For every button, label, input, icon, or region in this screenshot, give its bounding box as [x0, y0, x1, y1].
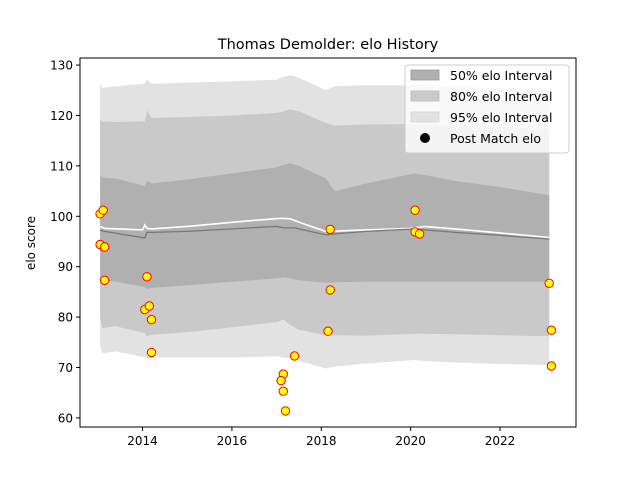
post-match-point [278, 386, 288, 396]
post-match-point [144, 301, 155, 311]
post-match-points [95, 205, 557, 416]
band-50 [100, 163, 550, 290]
plot-frame [79, 57, 577, 428]
y-tick-label: 90 [58, 260, 73, 274]
y-tick-label: 120 [50, 109, 73, 123]
legend-swatch-95 [410, 111, 440, 123]
legend-marker-post-match [420, 133, 430, 143]
median-elo-line [99, 225, 550, 240]
post-match-point [410, 205, 420, 215]
x-axis: 2014 2016 2018 2020 2022 [127, 427, 515, 448]
post-match-point [546, 325, 557, 335]
x-tick-label: 2020 [395, 434, 426, 448]
expected-elo-line [99, 217, 550, 239]
y-tick-label: 100 [50, 210, 73, 224]
legend-label-50: 50% elo Interval [450, 68, 552, 83]
legend-swatch-80 [410, 90, 440, 102]
post-match-point [289, 351, 300, 361]
legend-swatch-50 [410, 69, 440, 81]
post-match-point [323, 326, 333, 336]
elo-lines [99, 217, 550, 240]
post-match-point [546, 361, 557, 371]
x-tick-label: 2018 [306, 434, 337, 448]
post-match-point [280, 406, 291, 416]
post-match-point [146, 314, 157, 325]
post-match-point [146, 347, 157, 358]
post-match-point [98, 205, 108, 215]
post-match-point [325, 285, 335, 295]
post-match-point [142, 272, 152, 282]
y-axis: 60 70 80 90 100 110 120 130 [50, 59, 80, 425]
legend-box [404, 64, 570, 154]
legend: 50% elo Interval 80% elo Interval 95% el… [404, 64, 570, 154]
y-tick-label: 130 [50, 59, 73, 73]
x-tick-label: 2022 [485, 434, 516, 448]
y-tick-label: 80 [58, 311, 73, 325]
y-tick-label: 60 [58, 411, 73, 425]
x-tick-label: 2014 [127, 434, 158, 448]
chart-title: Thomas Demolder: elo History [217, 37, 439, 53]
legend-label-80: 80% elo Interval [450, 89, 552, 104]
post-match-point [276, 375, 286, 386]
post-match-point [544, 278, 554, 288]
y-tick-label: 70 [58, 361, 73, 375]
post-match-point [99, 242, 110, 252]
post-match-point [99, 275, 110, 285]
y-axis-label: elo score [24, 216, 38, 270]
y-tick-label: 110 [50, 159, 73, 173]
legend-label-95: 95% elo Interval [450, 110, 552, 125]
legend-label-post-match: Post Match elo [450, 131, 541, 146]
post-match-point [414, 229, 425, 239]
post-match-point [325, 224, 335, 235]
x-tick-label: 2016 [217, 434, 248, 448]
